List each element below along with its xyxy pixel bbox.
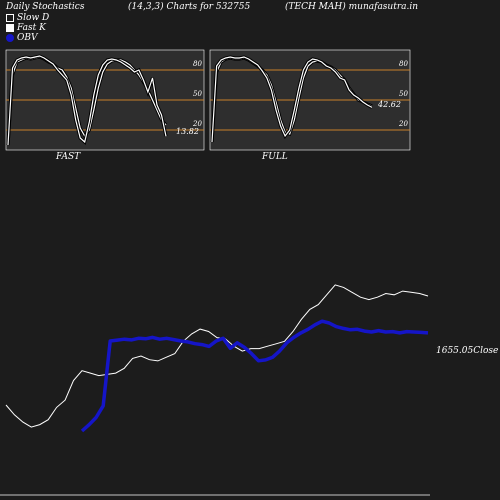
close-price-line xyxy=(5,284,429,428)
fast-panel-last-value-label: 13.82 xyxy=(176,127,199,136)
legend-fast-k: Fast K xyxy=(6,23,49,33)
full-panel-tick-label-50: 50 xyxy=(399,90,408,98)
full-panel-series-1-line xyxy=(211,56,373,143)
legend-obv-label: OBV xyxy=(17,33,38,43)
close-value-label: 1655.05Close xyxy=(436,346,498,356)
fast-panel-series-1-line xyxy=(7,55,167,146)
fast-panel-tick-label-80: 80 xyxy=(193,60,202,68)
fast-k-swatch-icon xyxy=(6,24,14,32)
chart-title-left: Daily Stochastics xyxy=(6,2,85,12)
full-panel-label: FULL xyxy=(262,152,288,162)
legend: Slow D Fast K OBV xyxy=(6,13,49,43)
chart-title-right: (TECH MAH) munafasutra.in xyxy=(285,2,419,12)
obv-swatch-icon xyxy=(6,34,14,42)
full-panel-tick-label-20: 20 xyxy=(398,120,408,128)
full-panel-tick-label-80: 80 xyxy=(399,60,408,68)
legend-slow-d: Slow D xyxy=(6,13,49,23)
full-panel-last-value-label: 42.62 xyxy=(377,100,401,109)
legend-fast-k-label: Fast K xyxy=(17,23,46,33)
fast-panel-tick-label-50: 50 xyxy=(193,90,202,98)
fast-panel-tick-label-20: 20 xyxy=(192,120,202,128)
obv-line xyxy=(80,319,429,433)
legend-obv: OBV xyxy=(6,33,49,43)
chart-title-center: (14,3,3) Charts for 532755 xyxy=(128,2,251,12)
fast-panel-label: FAST xyxy=(56,152,81,162)
slow-d-swatch-icon xyxy=(6,14,14,22)
legend-slow-d-label: Slow D xyxy=(17,13,50,23)
